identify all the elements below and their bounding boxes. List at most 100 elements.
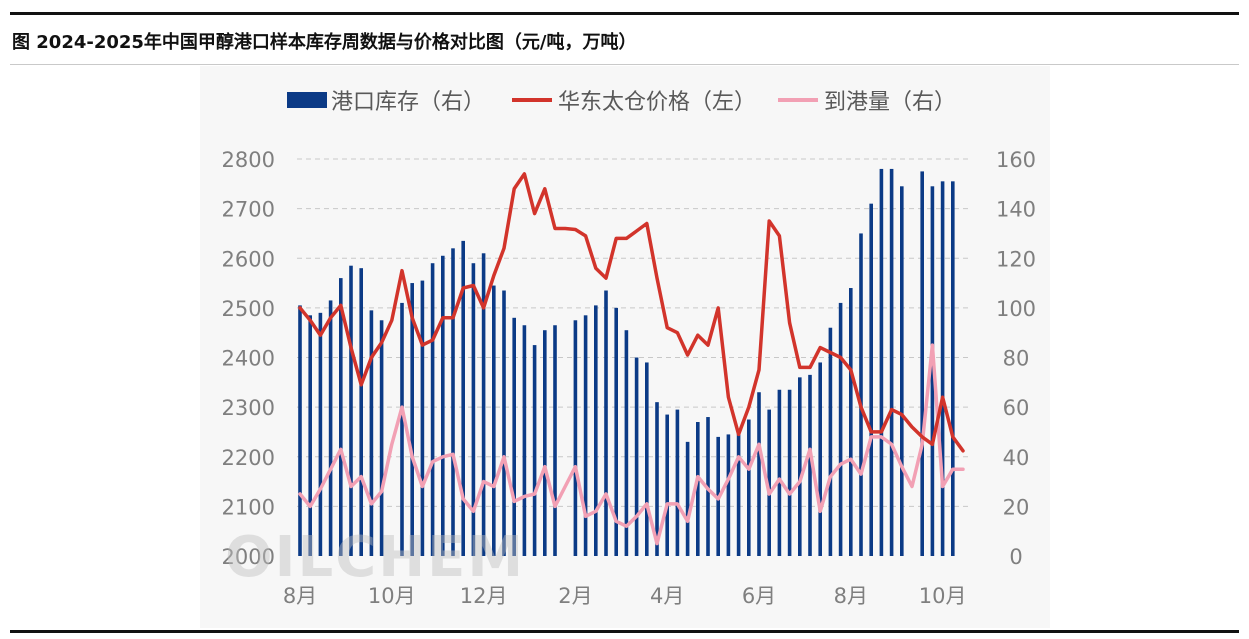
y-left-tick-label: 2600 — [222, 247, 275, 271]
x-tick-label: 12月 — [460, 584, 508, 608]
inventory-bar — [757, 392, 761, 556]
arrival-line — [298, 343, 965, 546]
title-divider — [10, 64, 1239, 65]
inventory-bar — [522, 325, 527, 556]
inventory-bar — [930, 186, 935, 556]
inventory-bar — [859, 233, 863, 556]
y-right-tick-label: 80 — [1003, 347, 1030, 371]
inventory-bar — [379, 320, 384, 556]
inventory-bar — [798, 377, 802, 556]
legend-swatch-price — [512, 98, 552, 102]
inventory-bar — [767, 409, 771, 556]
inventory-bar — [359, 268, 363, 556]
chart-legend: 港口库存（右） 华东太仓价格（左） 到港量（右） — [0, 84, 1249, 118]
inventory-bar — [726, 434, 731, 556]
legend-swatch-inventory — [287, 92, 327, 108]
inventory-bar — [777, 389, 782, 556]
inventory-bar — [736, 429, 741, 556]
x-tick-label: 8月 — [834, 584, 868, 608]
y-left-tick-label: 2400 — [222, 347, 275, 371]
price-line — [298, 172, 965, 453]
inventory-bar — [502, 290, 506, 556]
inventory-bar — [685, 441, 690, 556]
inventory-bar — [624, 330, 629, 556]
inventory-bar — [461, 240, 465, 556]
inventory-bar — [634, 357, 639, 556]
inventory-bar — [553, 325, 557, 556]
y-left-tick-label: 2500 — [222, 297, 275, 321]
y-left-tick-label: 2000 — [222, 545, 275, 569]
inventory-bar — [940, 181, 945, 557]
inventory-bar — [828, 327, 833, 556]
y-left-tick-label: 2700 — [222, 198, 275, 222]
inventory-bar — [369, 310, 374, 556]
inventory-bar — [328, 300, 333, 556]
inventory-bar — [318, 312, 323, 556]
legend-item-arrival: 到港量（右） — [778, 84, 956, 116]
inventory-bar — [808, 374, 812, 556]
inventory-bar — [430, 263, 435, 556]
inventory-bar — [787, 389, 792, 556]
inventory-bar — [818, 362, 822, 556]
y-right-tick-label: 100 — [996, 297, 1036, 321]
inventory-bar — [675, 409, 680, 556]
inventory-bar — [838, 302, 843, 556]
bottom-rule — [10, 630, 1239, 633]
inventory-bar — [298, 305, 302, 556]
inventory-bar — [583, 315, 588, 556]
legend-item-inventory: 港口库存（右） — [287, 84, 485, 116]
inventory-bar — [573, 320, 578, 556]
inventory-bar — [543, 330, 547, 556]
inventory-bar — [747, 419, 751, 556]
figure-title: 图 2024-2025年中国甲醇港口样本库存周数据与价格对比图（元/吨，万吨） — [12, 32, 637, 53]
inventory-bar — [308, 315, 312, 556]
legend-label-inventory: 港口库存（右） — [331, 90, 486, 115]
inventory-bar — [900, 186, 904, 556]
y-left-tick-label: 2800 — [222, 148, 275, 172]
inventory-bar — [532, 345, 537, 556]
y-right-tick-label: 160 — [996, 148, 1036, 172]
inventory-bar — [645, 362, 649, 556]
top-rule — [10, 12, 1239, 15]
inventory-bar — [869, 203, 873, 556]
y-right-tick-label: 40 — [1003, 446, 1030, 470]
legend-label-arrival: 到港量（右） — [824, 90, 957, 115]
inventory-bar — [849, 288, 853, 556]
inventory-bar — [879, 168, 884, 557]
y-right-tick-label: 0 — [1009, 545, 1022, 569]
y-right-tick-label: 120 — [996, 247, 1036, 271]
inventory-bar — [339, 278, 343, 556]
inventory-bar — [614, 307, 618, 556]
inventory-bar — [889, 168, 894, 557]
y-right-tick-label: 60 — [1003, 396, 1030, 420]
inventory-bar — [471, 263, 476, 556]
inventory-bar — [349, 265, 353, 556]
inventory-bar — [512, 317, 516, 556]
y-right-tick-label: 20 — [1003, 495, 1030, 519]
inventory-bar — [604, 290, 608, 556]
x-tick-label: 6月 — [742, 584, 776, 608]
inventory-bar — [400, 302, 404, 556]
inventory-bar — [481, 253, 486, 556]
inventory-bar — [951, 181, 955, 557]
inventory-bar — [451, 248, 455, 556]
inventory-bar — [665, 414, 669, 556]
inventory-bar — [410, 283, 414, 556]
x-tick-label: 4月 — [650, 584, 684, 608]
inventory-bar — [696, 422, 700, 556]
legend-item-price: 华东太仓价格（左） — [512, 84, 756, 116]
legend-label-price: 华东太仓价格（左） — [558, 90, 757, 115]
inventory-bar — [920, 171, 924, 556]
x-tick-label: 10月 — [368, 584, 416, 608]
x-tick-label: 8月 — [283, 584, 317, 608]
y-left-tick-label: 2200 — [222, 446, 275, 470]
inventory-bar — [420, 280, 425, 556]
inventory-bar — [594, 305, 598, 556]
inventory-bar — [492, 285, 496, 556]
x-tick-label: 2月 — [558, 584, 592, 608]
inventory-bar — [441, 255, 445, 557]
y-left-tick-label: 2300 — [222, 396, 275, 420]
y-right-tick-label: 140 — [996, 198, 1036, 222]
watermark-logo: OILCHEM — [225, 525, 526, 590]
